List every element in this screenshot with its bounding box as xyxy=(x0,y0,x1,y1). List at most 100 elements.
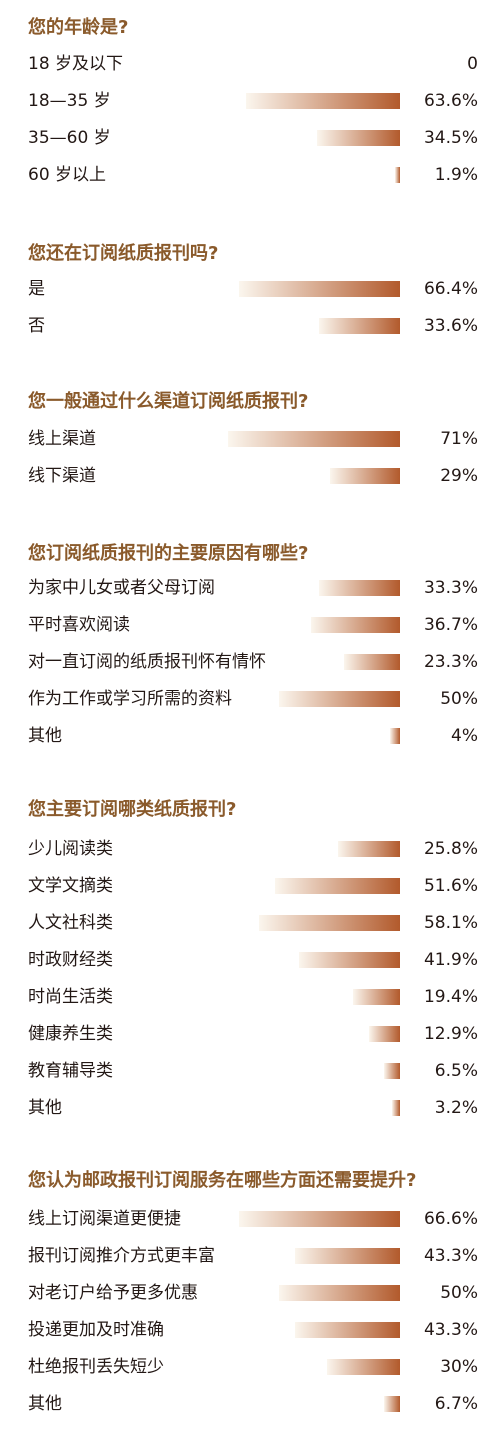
option-label: 18 岁及以下 xyxy=(28,54,124,74)
option-label: 健康养生类 xyxy=(28,1024,113,1044)
option-label: 其他 xyxy=(28,1098,62,1118)
option-label: 线上渠道 xyxy=(28,429,96,449)
answer-row: 作为工作或学习所需的资料 50% xyxy=(0,687,500,711)
percent-bar xyxy=(259,915,400,931)
percent-bar xyxy=(295,1248,400,1264)
option-label: 投递更加及时准确 xyxy=(28,1320,164,1340)
question-title: 您一般通过什么渠道订阅纸质报刊? xyxy=(28,391,309,412)
answer-row: 其他 4% xyxy=(0,724,500,748)
option-label: 35—60 岁 xyxy=(28,128,111,148)
option-label: 其他 xyxy=(28,726,62,746)
answer-row: 为家中儿女或者父母订阅 33.3% xyxy=(0,576,500,600)
answer-row: 平时喜欢阅读 36.7% xyxy=(0,613,500,637)
question-title: 您主要订阅哪类纸质报刊? xyxy=(28,799,237,820)
percent-bar xyxy=(337,841,400,857)
option-label: 对一直订阅的纸质报刊怀有情怀 xyxy=(28,652,266,672)
percent-value: 1.9% xyxy=(434,165,478,185)
answer-row: 少儿阅读类 25.8% xyxy=(0,837,500,861)
question-title: 您的年龄是? xyxy=(28,17,129,38)
percent-bar xyxy=(319,580,400,596)
percent-bar xyxy=(368,1026,400,1042)
answer-row: 是 66.4% xyxy=(0,277,500,301)
option-label: 平时喜欢阅读 xyxy=(28,615,130,635)
answer-row: 文学文摘类 51.6% xyxy=(0,874,500,898)
percent-bar xyxy=(279,691,400,707)
percent-bar xyxy=(384,1063,400,1079)
percent-bar xyxy=(238,1211,400,1227)
option-label: 线上订阅渠道更便捷 xyxy=(28,1209,181,1229)
answer-row: 对一直订阅的纸质报刊怀有情怀 23.3% xyxy=(0,650,500,674)
percent-value: 6.5% xyxy=(434,1061,478,1081)
option-label: 60 岁以上 xyxy=(28,165,107,185)
option-label: 教育辅导类 xyxy=(28,1061,113,1081)
answer-row: 18 岁及以下 0 xyxy=(0,52,500,76)
percent-bar xyxy=(343,654,400,670)
percent-value: 63.6% xyxy=(423,91,478,111)
percent-bar xyxy=(295,1322,400,1338)
percent-value: 71% xyxy=(440,429,478,449)
percent-bar xyxy=(327,1359,400,1375)
answer-row: 其他 6.7% xyxy=(0,1392,500,1416)
percent-value: 41.9% xyxy=(423,950,478,970)
answer-row: 35—60 岁 34.5% xyxy=(0,126,500,150)
percent-bar xyxy=(329,468,400,484)
percent-bar xyxy=(311,617,400,633)
percent-bar xyxy=(353,989,400,1005)
percent-bar xyxy=(316,130,400,146)
percent-value: 6.7% xyxy=(434,1394,478,1414)
percent-value: 19.4% xyxy=(423,987,478,1007)
percent-value: 66.4% xyxy=(423,279,478,299)
percent-bar xyxy=(395,167,400,183)
percent-value: 34.5% xyxy=(423,128,478,148)
percent-value: 36.7% xyxy=(423,615,478,635)
percent-value: 33.6% xyxy=(423,316,478,336)
answer-row: 健康养生类 12.9% xyxy=(0,1022,500,1046)
percent-value: 43.3% xyxy=(423,1320,478,1340)
percent-bar xyxy=(246,93,400,109)
option-label: 文学文摘类 xyxy=(28,876,113,896)
question-title: 您订阅纸质报刊的主要原因有哪些? xyxy=(28,543,309,564)
percent-value: 51.6% xyxy=(423,876,478,896)
answer-row: 否 33.6% xyxy=(0,314,500,338)
percent-bar xyxy=(239,281,400,297)
answer-row: 教育辅导类 6.5% xyxy=(0,1059,500,1083)
option-label: 否 xyxy=(28,316,45,336)
percent-value: 29% xyxy=(440,466,478,486)
percent-bar xyxy=(318,318,400,334)
option-label: 线下渠道 xyxy=(28,466,96,486)
answer-row: 投递更加及时准确 43.3% xyxy=(0,1318,500,1342)
percent-value: 4% xyxy=(451,726,478,746)
option-label: 为家中儿女或者父母订阅 xyxy=(28,578,215,598)
percent-value: 3.2% xyxy=(434,1098,478,1118)
option-label: 时政财经类 xyxy=(28,950,113,970)
percent-bar xyxy=(390,728,400,744)
answer-row: 报刊订阅推介方式更丰富 43.3% xyxy=(0,1244,500,1268)
option-label: 杜绝报刊丢失短少 xyxy=(28,1357,164,1377)
percent-value: 58.1% xyxy=(423,913,478,933)
percent-value: 30% xyxy=(440,1357,478,1377)
answer-row: 杜绝报刊丢失短少 30% xyxy=(0,1355,500,1379)
percent-value: 12.9% xyxy=(423,1024,478,1044)
percent-bar xyxy=(383,1396,400,1412)
percent-bar xyxy=(275,878,400,894)
answer-row: 18—35 岁 63.6% xyxy=(0,89,500,113)
answer-row: 线上渠道 71% xyxy=(0,427,500,451)
percent-bar xyxy=(298,952,400,968)
percent-value: 0 xyxy=(467,54,478,74)
answer-row: 其他 3.2% xyxy=(0,1096,500,1120)
percent-bar xyxy=(228,431,400,447)
percent-value: 23.3% xyxy=(423,652,478,672)
percent-value: 66.6% xyxy=(423,1209,478,1229)
answer-row: 线下渠道 29% xyxy=(0,464,500,488)
answer-row: 对老订户给予更多优惠 50% xyxy=(0,1281,500,1305)
percent-value: 43.3% xyxy=(423,1246,478,1266)
question-title: 您认为邮政报刊订阅服务在哪些方面还需要提升? xyxy=(28,1170,417,1191)
percent-value: 50% xyxy=(440,689,478,709)
option-label: 其他 xyxy=(28,1394,62,1414)
option-label: 18—35 岁 xyxy=(28,91,111,111)
answer-row: 时政财经类 41.9% xyxy=(0,948,500,972)
percent-bar xyxy=(392,1100,400,1116)
question-title: 您还在订阅纸质报刊吗? xyxy=(28,243,219,264)
option-label: 作为工作或学习所需的资料 xyxy=(28,689,232,709)
